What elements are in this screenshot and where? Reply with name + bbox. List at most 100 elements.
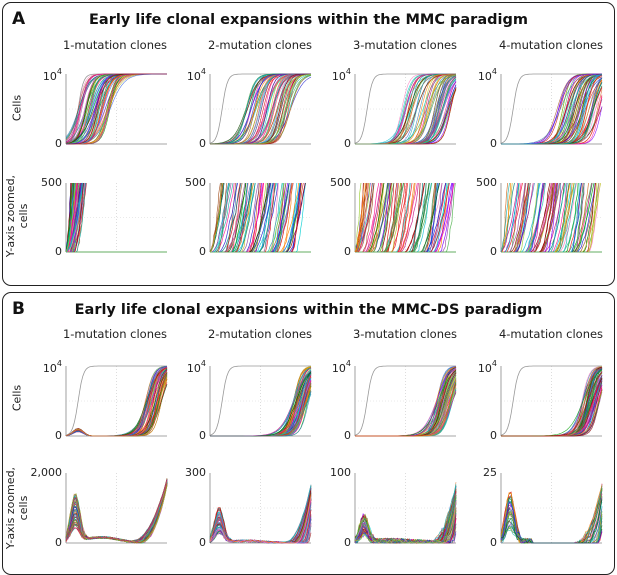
clone-trajectory (75, 182, 86, 253)
clone-trajectory (571, 182, 592, 253)
clone-trajectory (213, 182, 230, 253)
y-tick-label: 104 (42, 359, 62, 375)
clone-trajectory (390, 182, 401, 253)
clone-trajectory (368, 182, 385, 253)
clone-trajectory (65, 484, 168, 544)
clone-trajectory (573, 182, 595, 253)
y-tick-label: 0 (55, 245, 62, 258)
clone-trajectory (215, 182, 235, 253)
clone-trajectory (209, 182, 223, 253)
clone-trajectory (500, 182, 515, 253)
clone-trajectory (413, 182, 427, 253)
clone-trajectory (548, 182, 567, 253)
clone-trajectory (65, 479, 168, 543)
column-title: 4-mutation clones (498, 38, 604, 52)
y-tick-label: 0 (55, 429, 62, 442)
clone-trajectory (263, 182, 275, 253)
clone-trajectory (264, 182, 275, 253)
clone-trajectory (74, 182, 84, 253)
plot-area (354, 182, 456, 253)
y-tick-label: 0 (344, 536, 351, 549)
clone-trajectory (219, 182, 238, 253)
y-tick-label: 0 (199, 245, 206, 258)
clone-trajectory (249, 182, 268, 253)
clone-trajectory (231, 182, 241, 253)
clone-trajectory (421, 182, 436, 253)
clone-trajectory (357, 182, 371, 253)
panel-b: B Early life clonal expansions within th… (2, 292, 615, 575)
clone-trajectory (66, 182, 84, 253)
y-tick-label: 2,000 (30, 466, 63, 479)
clone-trajectory (509, 182, 526, 253)
y-tick-label: 0 (55, 536, 62, 549)
clone-trajectory (215, 182, 231, 253)
panel-label: A (12, 9, 26, 29)
clone-trajectory (539, 182, 554, 253)
clone-trajectory (571, 182, 582, 253)
clone-trajectory (354, 498, 457, 544)
clone-trajectory (501, 372, 603, 437)
clone-trajectory (355, 379, 457, 437)
clone-trajectory (256, 182, 275, 253)
clone-trajectory (271, 182, 290, 253)
clone-trajectory (529, 182, 544, 253)
clone-trajectory (227, 182, 247, 253)
plot-area (500, 73, 603, 145)
reference-curve (209, 365, 311, 436)
clone-trajectory (230, 182, 241, 253)
column-title: 3-mutation clones (352, 327, 458, 341)
clone-trajectory (291, 182, 302, 253)
clone-trajectory (428, 182, 439, 253)
clone-trajectory (500, 182, 510, 253)
y-tick-label: 0 (199, 429, 206, 442)
clone-trajectory (525, 182, 546, 253)
clone-trajectory (514, 182, 530, 253)
y-tick-label: 500 (330, 176, 351, 189)
clone-trajectory (442, 182, 454, 253)
y-tick-label: 104 (186, 67, 206, 83)
y-tick-label: 0 (344, 429, 351, 442)
y-tick-label: 25 (483, 466, 497, 479)
clone-trajectory (416, 182, 432, 253)
clone-trajectory (581, 182, 601, 253)
y-tick-label: 104 (331, 359, 351, 375)
clone-trajectory (66, 73, 167, 145)
y-tick-label: 0 (490, 429, 497, 442)
plot-area (65, 73, 167, 145)
clone-trajectory (354, 182, 369, 253)
clone-trajectory (552, 182, 572, 253)
clone-trajectory (65, 483, 168, 544)
clone-trajectory (510, 182, 529, 253)
clone-trajectory (249, 182, 260, 253)
clone-trajectory (384, 182, 404, 253)
clone-trajectory (267, 182, 283, 253)
clone-trajectory (65, 182, 74, 253)
clone-trajectory (354, 182, 362, 253)
clone-trajectory (67, 182, 86, 253)
clone-trajectory (354, 496, 457, 544)
clone-trajectory (400, 182, 419, 253)
plot-area (500, 473, 603, 544)
plot-area (500, 365, 603, 437)
y-tick-label: 500 (185, 176, 206, 189)
clone-trajectory (275, 182, 287, 253)
plot-area (354, 365, 457, 437)
clone-trajectory (65, 373, 168, 437)
clone-trajectory (397, 182, 408, 253)
clone-trajectory (552, 182, 568, 253)
plot-area (354, 73, 457, 145)
clone-trajectory (540, 182, 561, 253)
panel-title: Early life clonal expansions within the … (74, 302, 543, 318)
clone-trajectory (230, 182, 252, 253)
clone-trajectory (575, 182, 589, 253)
clone-trajectory (544, 182, 565, 253)
clone-trajectory (412, 182, 427, 253)
clone-trajectory (65, 182, 77, 253)
clone-trajectory (513, 182, 529, 253)
column-title: 2-mutation clones (207, 327, 313, 341)
clone-trajectory (237, 182, 256, 253)
clone-trajectory (253, 182, 274, 253)
clone-trajectory (586, 182, 596, 253)
y-tick-label: 104 (186, 359, 206, 375)
clone-trajectory (209, 518, 312, 544)
